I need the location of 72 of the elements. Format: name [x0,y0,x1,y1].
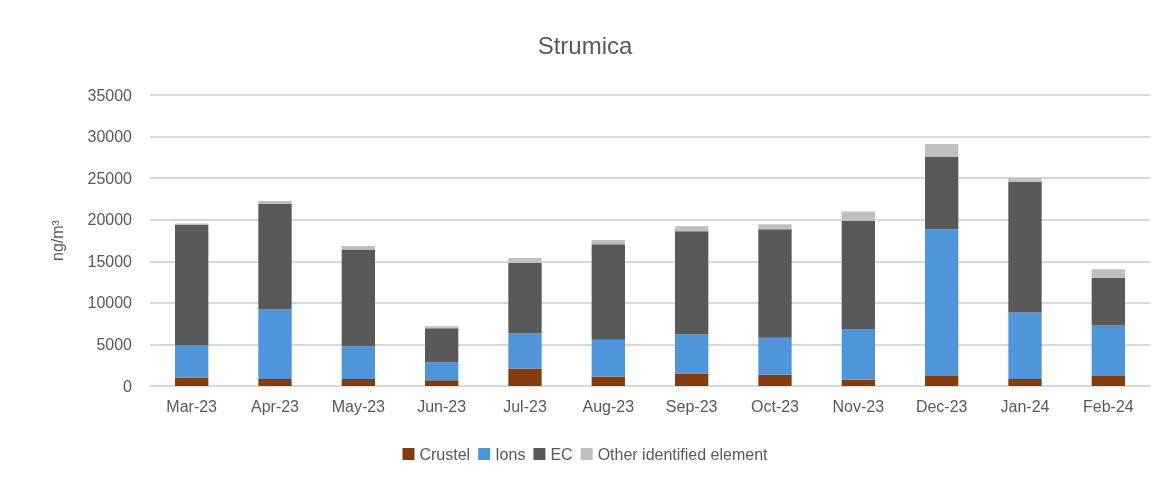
x-tick-label: Sep-23 [665,397,718,415]
bar [1091,269,1125,278]
bar [258,201,292,204]
bar [591,376,625,386]
bar [591,240,625,245]
bar [425,326,459,329]
x-tick-label: May-23 [331,397,386,415]
bar [675,226,709,232]
y-tick-label: 25000 [87,169,133,187]
bar [591,339,625,377]
bar [758,229,792,338]
bar [925,229,959,377]
bar [1008,312,1042,379]
bar [341,378,375,386]
y-tick-label: 5000 [96,335,133,353]
bar [508,368,542,386]
bar [258,203,292,310]
bar [1008,177,1042,182]
y-tick-label: 30000 [87,128,133,146]
bar [758,224,792,230]
y-tick-label: 20000 [87,211,133,229]
bar [425,328,459,363]
bar [341,249,375,347]
bar [175,345,209,378]
bar [925,156,959,230]
y-tick-label: 10000 [87,294,133,312]
legend-label: EC [550,445,573,463]
legend-label: Other identified element [597,445,769,463]
x-tick-label: Mar-23 [166,397,218,415]
bar [258,378,292,386]
x-tick-label: Nov-23 [832,397,885,415]
bar [175,377,209,386]
x-tick-label: Jan-24 [1000,397,1050,415]
bar [508,257,542,263]
x-tick-label: Apr-23 [250,397,300,415]
y-tick-label: 0 [123,377,133,395]
y-axis-title: ng/m³ [48,219,66,261]
bar [675,373,709,386]
bar [675,334,709,374]
x-tick-label: Feb-24 [1082,397,1134,415]
bar [758,337,792,375]
bar [591,244,625,340]
bar [675,231,709,335]
legend-label: Crustel [419,445,471,463]
y-tick-label: 35000 [87,86,133,104]
bar [841,220,875,330]
bar [1008,181,1042,313]
bar [425,362,459,381]
bar [341,346,375,379]
legend-label: Ions [495,445,526,463]
x-tick-label: Jul-23 [503,397,547,415]
bar [425,380,459,386]
bar [925,376,959,386]
x-tick-label: Oct-23 [750,397,800,415]
bar [925,144,959,157]
bar [1091,277,1125,325]
bar [841,379,875,386]
bar [508,333,542,369]
x-tick-label: Dec-23 [915,397,968,415]
bar [1008,378,1042,386]
x-tick-label: Jun-23 [417,397,467,415]
bar [175,225,209,346]
y-tick-label: 15000 [87,252,133,270]
bar [841,211,875,221]
bar [841,329,875,380]
chart-title: Strumica [537,31,633,59]
bar [1091,324,1125,377]
x-tick-label: Aug-23 [582,397,635,415]
bar [1091,376,1125,386]
bar [758,374,792,386]
bar [508,262,542,334]
bar [258,309,292,379]
